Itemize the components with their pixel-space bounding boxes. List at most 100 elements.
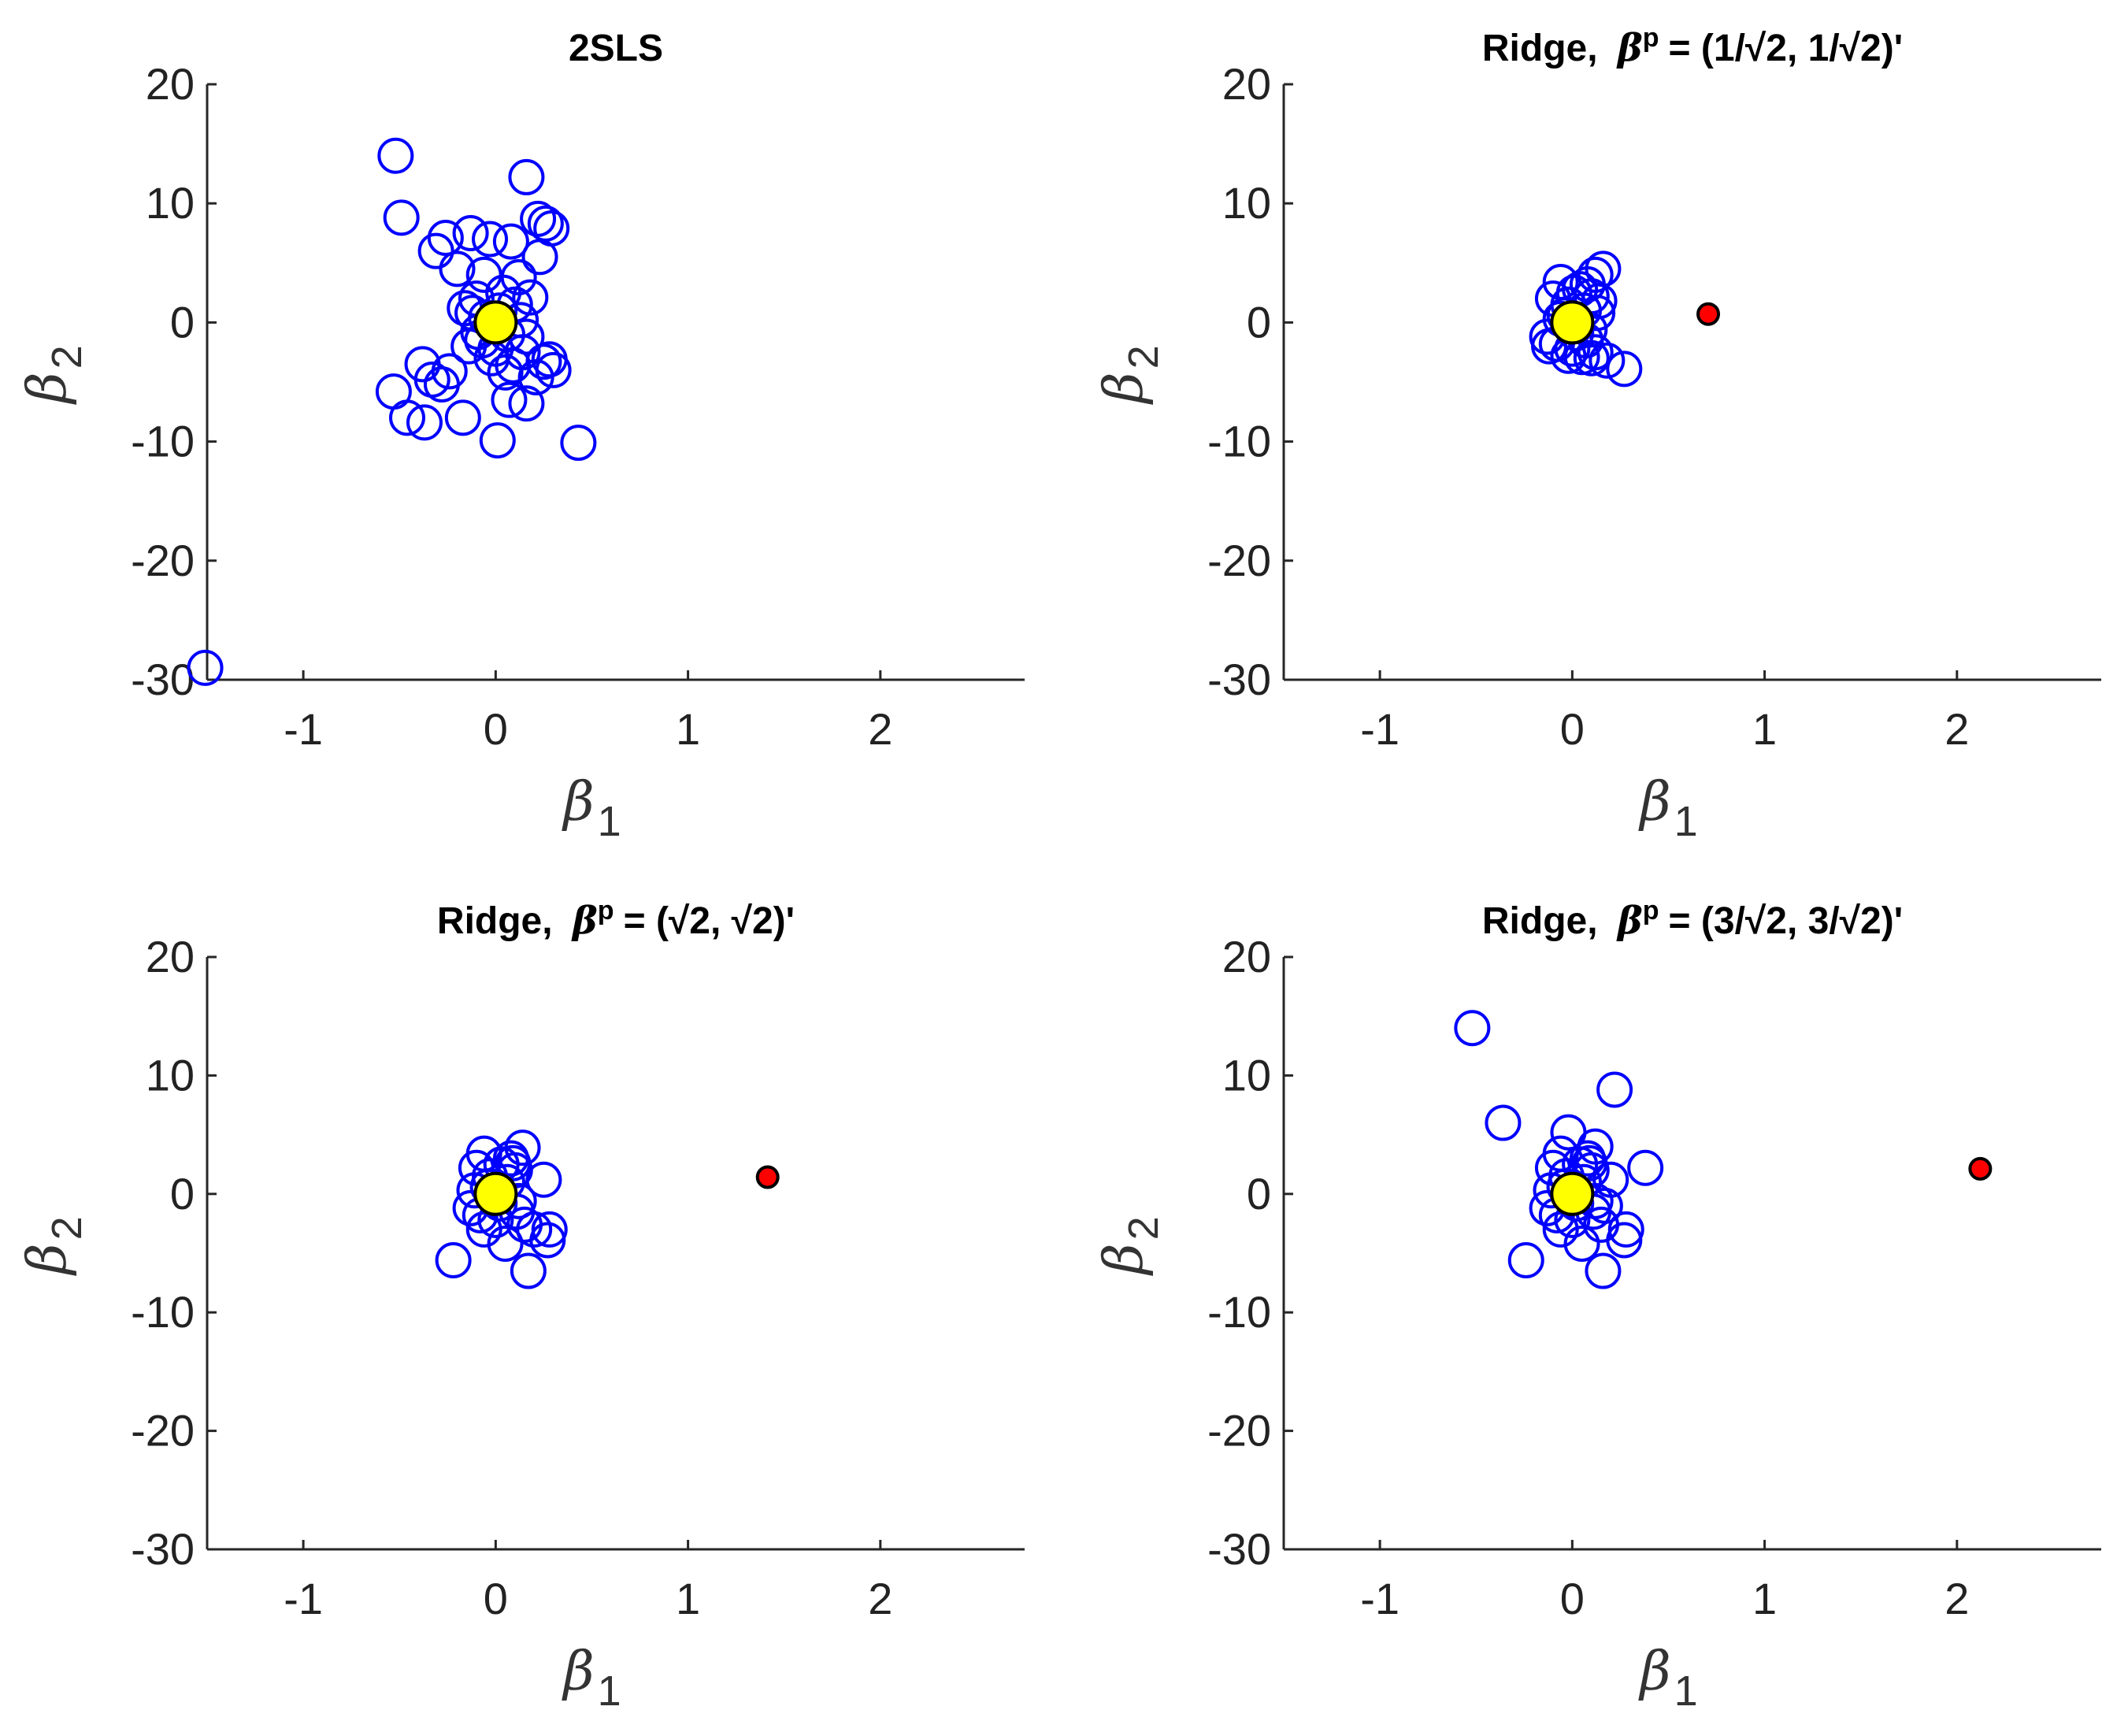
data-point (491, 381, 528, 418)
data-point (377, 137, 414, 174)
x-axis-label: β1 (1637, 771, 1697, 845)
chart-title: Ridge, βp = (√2, √2)' (437, 896, 795, 943)
data-point (479, 422, 516, 459)
true-value-point (1550, 1171, 1595, 1216)
data-point (439, 250, 476, 287)
y-tick-label: 10 (146, 1050, 195, 1100)
chart-panel-4: Ridge, βp = (3/√2, 3/√2)'20100-10-20-30-1… (1093, 896, 2101, 1715)
x-tick-label: -1 (284, 1574, 323, 1623)
y-axis-label: β2 (1093, 345, 1167, 405)
x-tick-label: 0 (1560, 704, 1585, 754)
data-point (487, 1225, 524, 1262)
data-point (472, 221, 509, 258)
y-tick-label: -20 (131, 536, 195, 585)
x-tick-label: 1 (676, 1574, 700, 1623)
prior-point (755, 1165, 780, 1189)
y-tick-label: -20 (131, 1406, 195, 1456)
x-tick-label: 1 (676, 704, 700, 754)
data-point (492, 223, 529, 260)
true-value-point (1550, 300, 1595, 345)
y-tick-label: 0 (1247, 297, 1271, 347)
y-tick-label: -20 (1207, 536, 1271, 585)
data-point (1627, 1149, 1664, 1186)
y-tick-label: -10 (131, 1287, 195, 1337)
data-point (1573, 339, 1610, 377)
data-point (508, 158, 545, 195)
x-tick-label: 1 (1752, 704, 1777, 754)
y-tick-label: 10 (1222, 1050, 1271, 1100)
y-tick-label: 10 (1222, 178, 1271, 228)
data-point (535, 351, 572, 388)
x-axis-label: β1 (1637, 1641, 1697, 1715)
y-tick-label: 20 (146, 932, 195, 981)
data-point (510, 1252, 547, 1289)
data-point (495, 1144, 532, 1181)
data-point (1571, 1144, 1608, 1181)
data-point (1606, 351, 1643, 388)
chart-title: Ridge, βp = (1/√2, 1/√2)' (1482, 23, 1903, 70)
data-point (427, 220, 464, 257)
y-tick-label: -10 (1207, 417, 1271, 466)
y-tick-label: -20 (1207, 1406, 1271, 1456)
x-tick-label: 1 (1752, 1574, 1777, 1623)
data-point (508, 385, 545, 422)
y-tick-label: -30 (131, 655, 195, 704)
x-tick-label: -1 (1360, 1574, 1400, 1623)
y-tick-label: -10 (131, 417, 195, 466)
chart-title: Ridge, βp = (3/√2, 3/√2)' (1482, 896, 1903, 943)
data-point (1596, 1071, 1633, 1108)
data-point (1542, 1211, 1579, 1248)
true-value-point (473, 300, 518, 345)
y-axis-label: β2 (1093, 1216, 1167, 1276)
y-tick-label: 0 (170, 297, 195, 347)
x-tick-label: 2 (868, 704, 892, 754)
data-point (417, 232, 454, 269)
x-tick-label: 0 (1560, 1574, 1585, 1623)
y-tick-label: -10 (1207, 1287, 1271, 1337)
data-point (1563, 1225, 1600, 1262)
data-point (383, 199, 420, 236)
y-tick-label: 20 (146, 59, 195, 109)
x-tick-label: 2 (1944, 704, 1969, 754)
y-tick-label: -30 (1207, 655, 1271, 704)
x-tick-label: -1 (284, 704, 323, 754)
data-point (435, 1242, 472, 1279)
y-tick-label: 20 (1222, 59, 1271, 109)
chart-title: 2SLS (569, 28, 663, 69)
y-tick-label: 0 (1247, 1169, 1271, 1219)
true-value-point (473, 1171, 518, 1216)
x-tick-label: 2 (868, 1574, 892, 1623)
y-tick-label: -30 (131, 1524, 195, 1574)
y-tick-label: 10 (146, 178, 195, 228)
data-point (529, 1222, 566, 1259)
x-tick-label: 2 (1944, 1574, 1969, 1623)
x-tick-label: -1 (1360, 704, 1400, 754)
data-point (406, 404, 443, 441)
data-point (1589, 342, 1626, 379)
data-point (495, 347, 532, 384)
data-point (465, 1211, 502, 1248)
prior-point (1696, 302, 1721, 326)
data-point (1606, 1222, 1643, 1259)
chart-panel-2: Ridge, βp = (1/√2, 1/√2)'20100-10-20-30-1… (1093, 23, 2101, 845)
x-tick-label: 0 (484, 1574, 508, 1623)
data-point (375, 373, 412, 410)
y-tick-label: 0 (170, 1169, 195, 1219)
data-point (525, 343, 562, 380)
data-point (1585, 1252, 1622, 1289)
x-axis-label: β1 (561, 771, 621, 845)
data-point (444, 399, 481, 436)
data-point (521, 239, 558, 276)
y-tick-label: 20 (1222, 932, 1271, 981)
y-axis-label: β2 (17, 1216, 91, 1276)
data-point (389, 399, 426, 436)
y-tick-label: -30 (1207, 1524, 1271, 1574)
prior-point (1968, 1156, 1993, 1181)
data-point (452, 215, 489, 251)
data-point (1485, 1104, 1522, 1141)
data-point (1507, 1242, 1544, 1279)
data-point (187, 649, 224, 686)
